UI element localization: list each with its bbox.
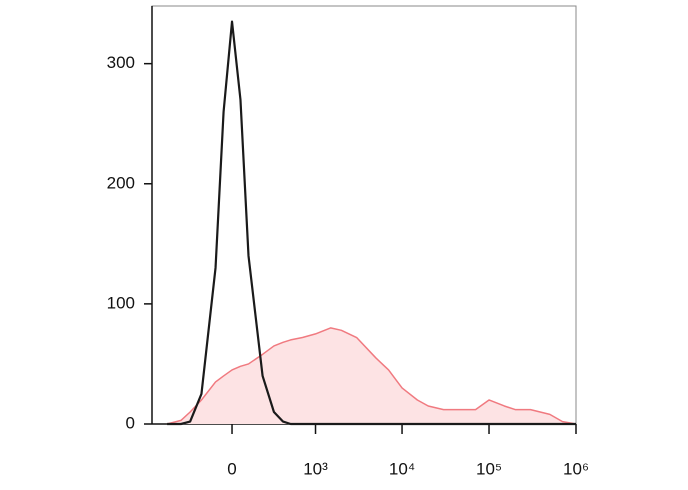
y-tick-label: 100 (107, 293, 135, 312)
x-tick-label: 10⁶ (563, 459, 589, 478)
x-tick-label: 10³ (303, 459, 328, 478)
x-tick-label: 10⁴ (389, 459, 415, 478)
y-tick-label: 200 (107, 173, 135, 192)
x-tick-label: 0 (227, 459, 236, 478)
y-tick-label: 300 (107, 53, 135, 72)
x-tick-label: 10⁵ (476, 459, 502, 478)
y-tick-label: 0 (126, 413, 135, 432)
histogram-line (167, 20, 576, 426)
histogram-line (166, 327, 577, 425)
